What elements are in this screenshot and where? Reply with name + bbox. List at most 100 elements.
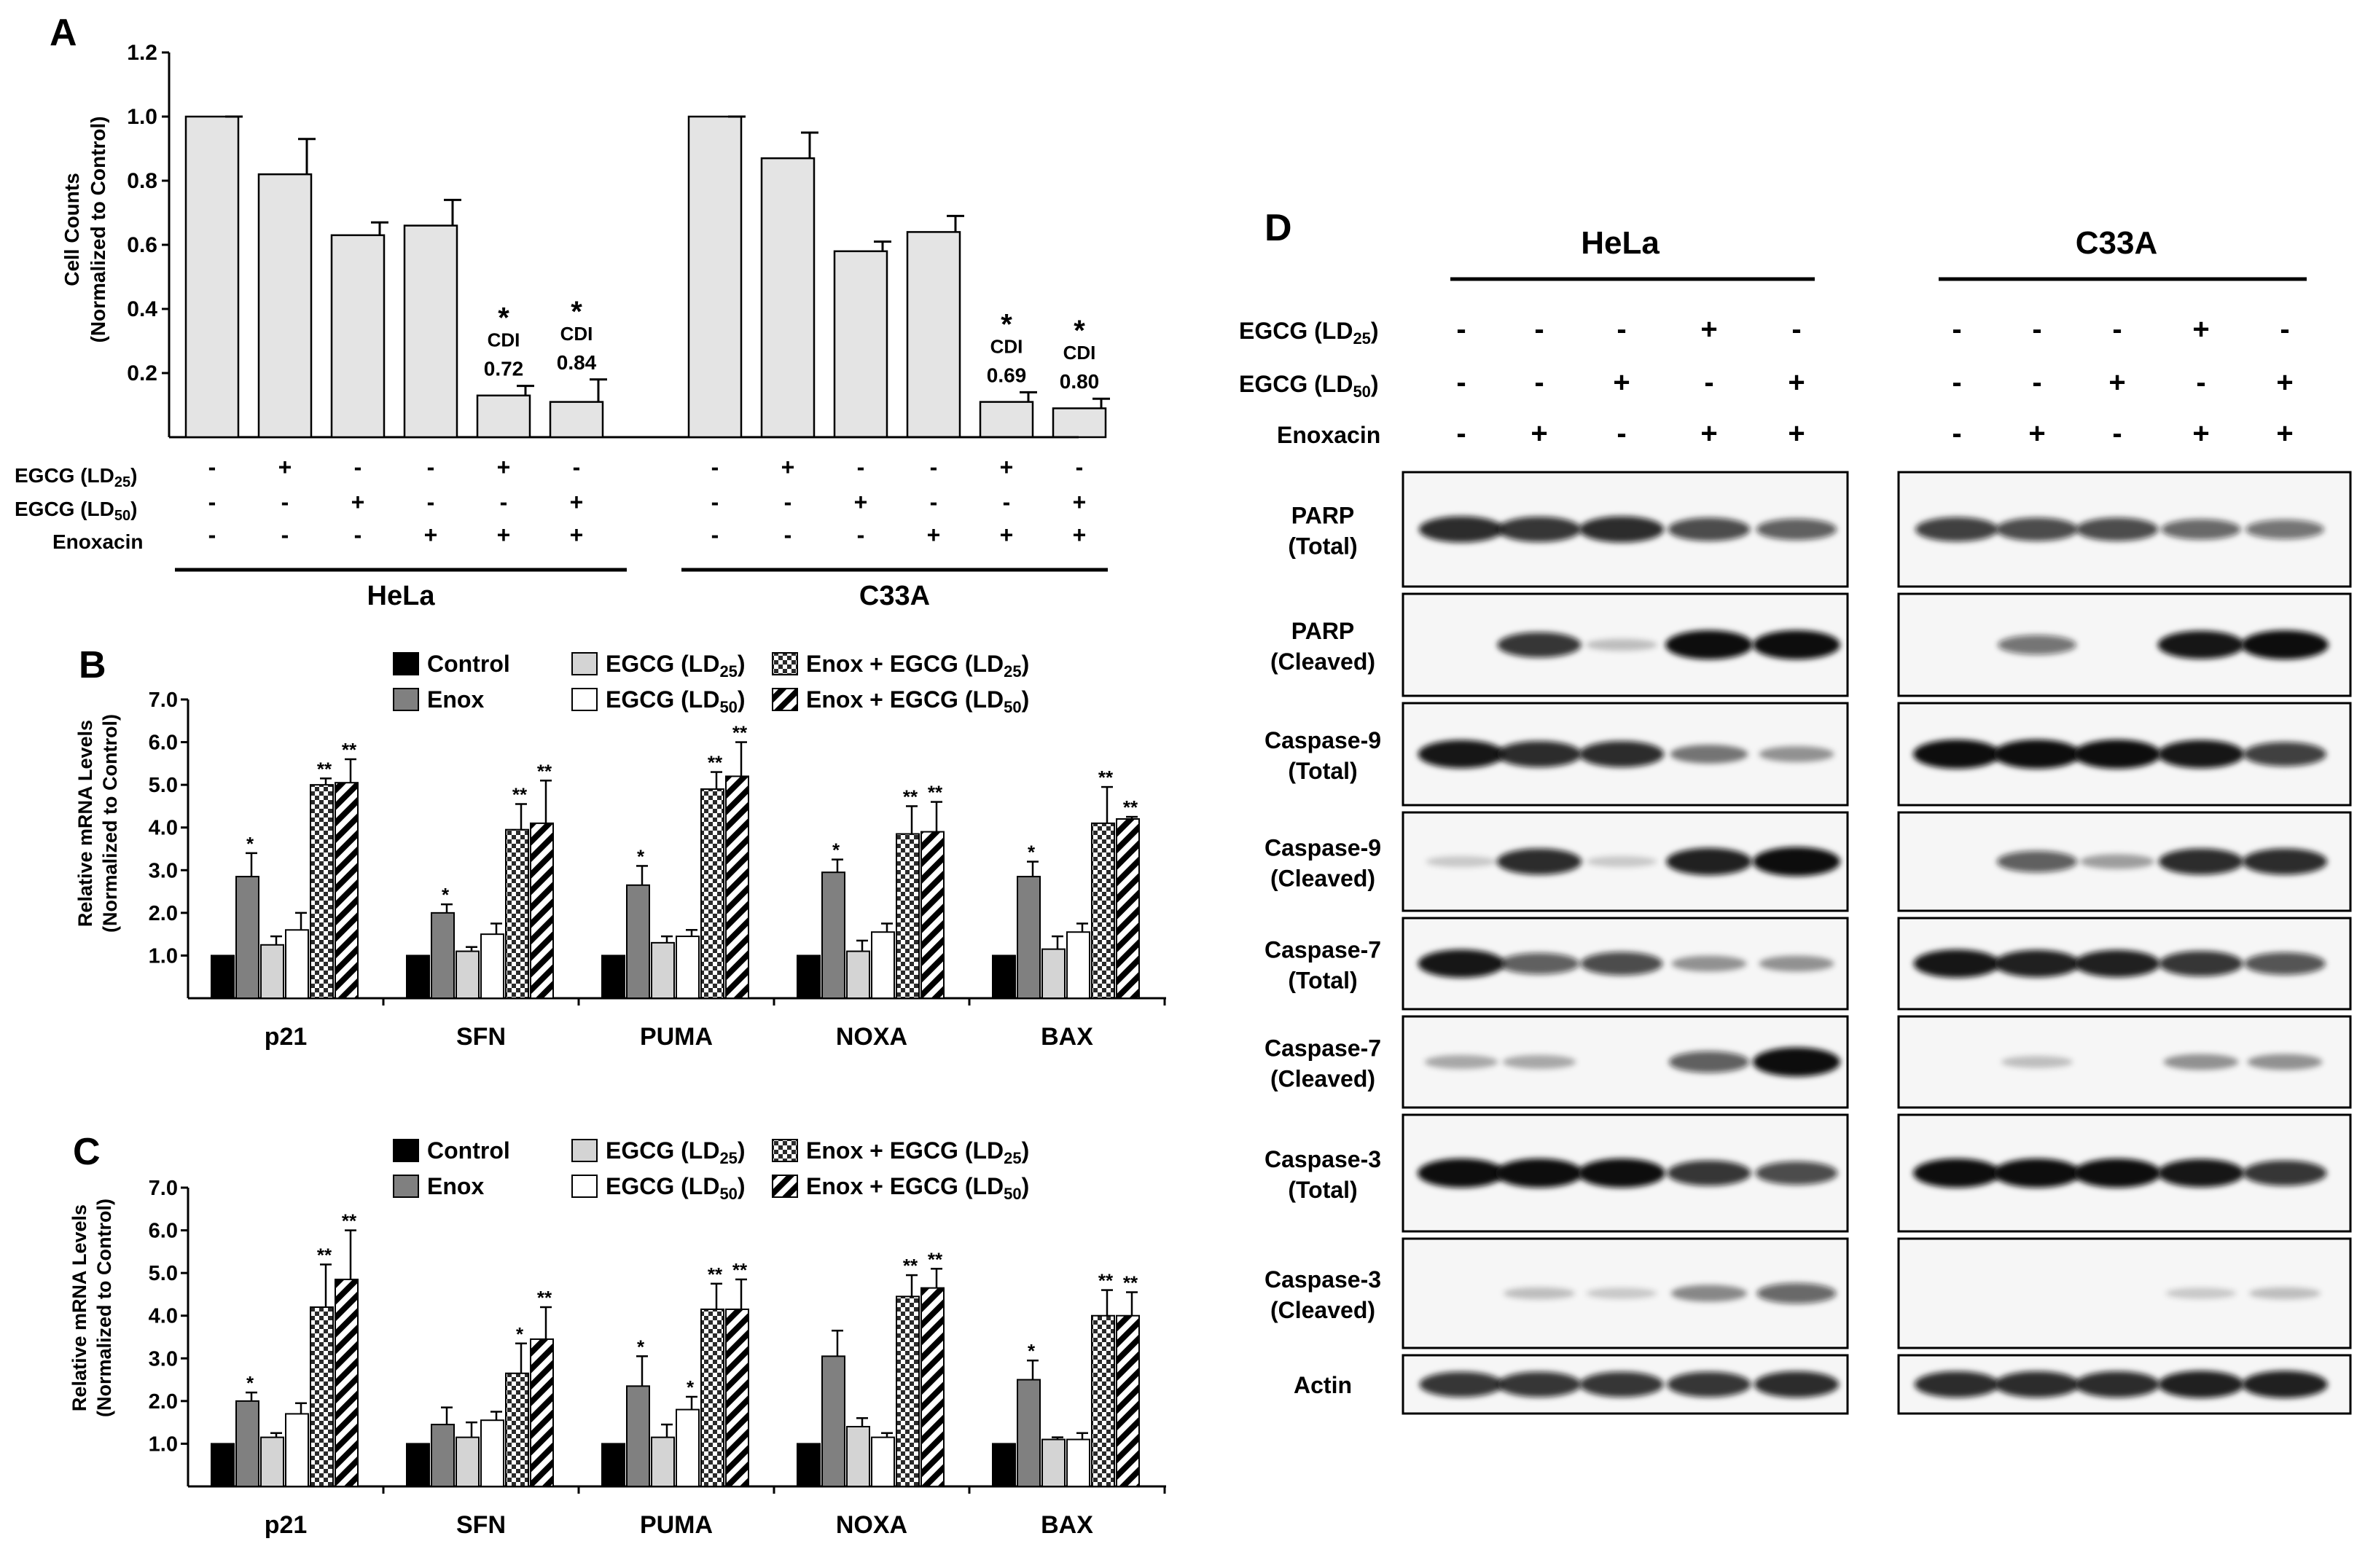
blot-band — [2157, 630, 2245, 659]
panel-a-ylabel-2: (Normalized to Control) — [87, 116, 109, 342]
blot-band — [1753, 1047, 1840, 1077]
blot-band — [2243, 1160, 2327, 1186]
blot-band — [1503, 1287, 1576, 1300]
blot-band — [2073, 1159, 2161, 1188]
blot-label-sub: (Cleaved) — [1270, 648, 1375, 675]
blot-band — [1668, 1051, 1750, 1073]
significance-marker: * — [1028, 1340, 1036, 1362]
blot-band — [1667, 1160, 1751, 1186]
blot-label-sub: (Total) — [1288, 758, 1357, 784]
panel-a-treatment-sign: - — [711, 489, 719, 515]
blot-band — [2158, 848, 2244, 875]
ytick-label: 7.0 — [149, 1177, 178, 1200]
bar — [310, 784, 334, 999]
panel-a-treatment-sign: - — [711, 454, 719, 480]
legend-label: Enox + EGCG (LD50) — [806, 1173, 1029, 1203]
bar — [285, 1413, 309, 1488]
blot-band — [2157, 740, 2245, 769]
significance-marker: ** — [928, 1248, 943, 1270]
bar — [1066, 931, 1090, 999]
blot-band — [1993, 740, 2081, 769]
blot-band — [2158, 1371, 2244, 1398]
significance-marker: * — [687, 1376, 695, 1398]
bar — [211, 954, 235, 1000]
blot-band — [2076, 517, 2159, 541]
panel-a-cdi-label: CDI — [1063, 342, 1096, 364]
blot-label-sub: (Total) — [1288, 968, 1357, 994]
panel-b: B Relative mRNA Levels (Normalized to Co… — [74, 644, 1166, 1051]
category-label: BAX — [1041, 1023, 1093, 1051]
panel-a-ytick-label: 0.2 — [127, 361, 157, 385]
blot-band — [1579, 1371, 1664, 1398]
bar — [896, 1295, 920, 1488]
blot-label: Caspase-9 — [1264, 835, 1381, 861]
ytick-label: 1.0 — [149, 944, 178, 968]
panel-c-legend: Control Enox EGCG (LD25) EGCG (LD50) Enox + … — [393, 1137, 1029, 1203]
bar — [406, 1443, 430, 1488]
bar — [871, 1436, 895, 1487]
bar — [797, 954, 821, 1000]
blot-band — [1497, 632, 1582, 658]
panel-d-treatment-sign: - — [1534, 366, 1544, 399]
panel-a-significance: * — [1001, 308, 1012, 340]
blot-band — [1418, 516, 1504, 543]
bar — [1091, 1314, 1115, 1487]
panel-a-treatment-sign: - — [500, 489, 508, 515]
significance-marker: ** — [537, 1287, 552, 1309]
panel-c-plot: 1.02.03.04.05.06.07.0*****p21***SFN**** *… — [149, 1177, 1166, 1539]
blot-band — [1756, 1282, 1837, 1304]
bar — [676, 936, 700, 999]
panel-d-treatment-sign: + — [2192, 418, 2209, 450]
bar — [1017, 876, 1041, 999]
blot-label: Caspase-9 — [1264, 727, 1381, 753]
panel-a-bar — [476, 394, 531, 439]
panel-d-letter: D — [1264, 207, 1292, 249]
blot-band — [1996, 850, 2078, 873]
panel-a-treatment-sign: - — [427, 454, 435, 480]
panel-d-treatment-sign: - — [1617, 313, 1626, 345]
bar — [992, 1443, 1016, 1488]
bar — [456, 1436, 480, 1487]
significance-marker: ** — [537, 760, 552, 782]
panel-a-treatment-sign: - — [427, 489, 435, 515]
blot-band — [1915, 517, 1998, 542]
panel-a-treatment-sign: - — [1003, 489, 1011, 515]
ytick-label: 5.0 — [149, 774, 178, 797]
panel-a-treatment-sign: - — [354, 522, 362, 548]
legend-label: Enox + EGCG (LD50) — [806, 686, 1029, 716]
blot-band — [1913, 740, 2001, 769]
blot-band — [1418, 740, 1505, 769]
panel-c-letter: C — [73, 1131, 101, 1173]
bar — [920, 1287, 945, 1487]
blot-band — [1667, 1371, 1751, 1398]
panel-a-cdi-value: 0.72 — [484, 358, 524, 380]
blot-band — [2080, 854, 2154, 869]
panel-a-cdi-label: CDI — [990, 335, 1023, 357]
bar — [846, 950, 870, 999]
panel-a-bar — [906, 231, 961, 439]
panel-d-hela-title: HeLa — [1581, 225, 1660, 261]
blot-label-sub: (Cleaved) — [1270, 1297, 1375, 1323]
blot-band — [1756, 518, 1837, 541]
panel-a-plot: 0.20.40.60.81.01.20.72CDI*0.84CDI*0.69CD… — [127, 41, 1110, 439]
legend-swatch — [772, 1139, 798, 1162]
legend-swatch — [393, 1175, 419, 1198]
significance-marker: ** — [732, 1259, 748, 1281]
blot-band — [1755, 1161, 1838, 1185]
bar — [335, 1278, 359, 1488]
category-label: NOXA — [836, 1023, 907, 1051]
blot-label: Caspase-3 — [1264, 1146, 1381, 1172]
bar — [285, 929, 309, 1000]
blot-band — [1418, 1159, 1505, 1188]
bar — [260, 944, 284, 1000]
bar — [235, 1400, 259, 1488]
legend-label: Enox + EGCG (LD25) — [806, 651, 1029, 681]
ytick-label: 1.0 — [149, 1432, 178, 1456]
panel-a-treatment-sign: + — [781, 454, 795, 480]
panel-b-plot: 1.02.03.04.05.06.07.0*****p21*****SFN***… — [149, 689, 1166, 1051]
blot-band — [1497, 517, 1582, 542]
panel-a-treatment-sign: - — [573, 454, 581, 480]
panel-c-ylabel-2: (Normalized to Control) — [93, 1199, 115, 1417]
legend-label: Enox + EGCG (LD25) — [806, 1137, 1029, 1167]
panel-a-treatment-sign: + — [351, 489, 365, 515]
